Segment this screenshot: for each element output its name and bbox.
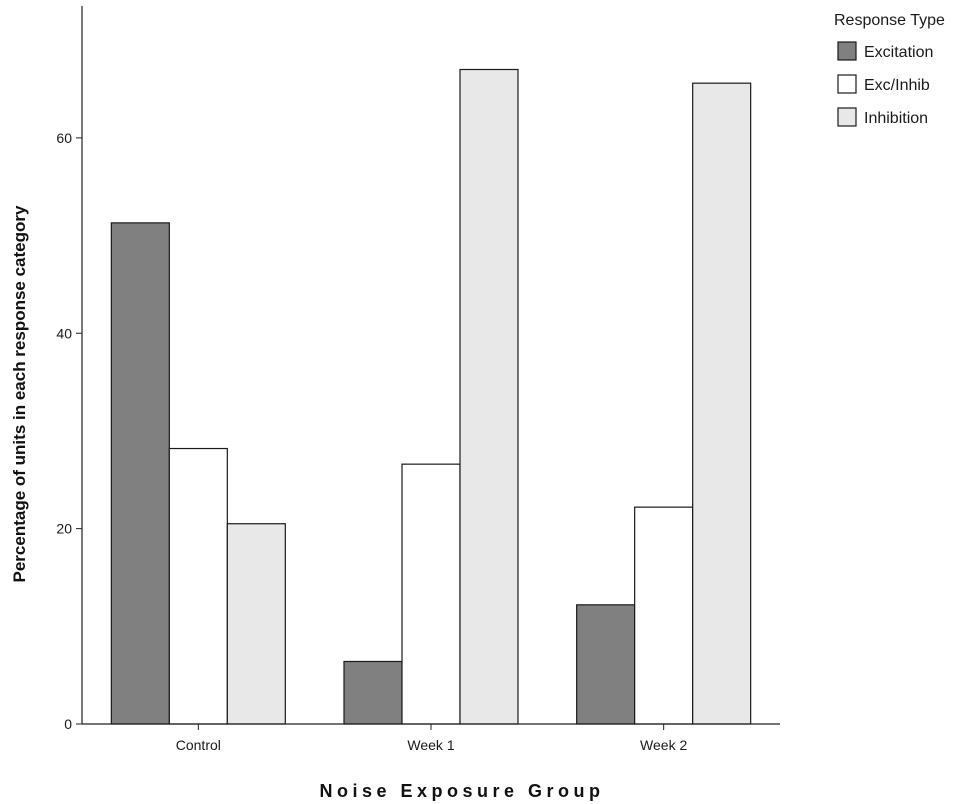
y-tick-label: 20: [56, 521, 72, 537]
bar-excitation-control: [110, 222, 170, 725]
legend-swatch: [837, 107, 857, 127]
bar-exc-inhib-week-2: [634, 506, 694, 725]
legend-label: Inhibition: [864, 110, 928, 127]
legend-label: Excitation: [864, 44, 933, 61]
bar-inhibition-week-2: [692, 82, 752, 725]
legend-swatch: [837, 41, 857, 61]
bar-exc-inhib-week-1: [401, 463, 461, 725]
x-tick-label: Control: [176, 737, 221, 753]
bar-inhibition-week-1: [459, 68, 519, 725]
bar-inhibition-control: [226, 523, 286, 725]
x-axis-title: Noise Exposure Group: [319, 781, 604, 801]
bar-excitation-week-2: [576, 604, 636, 725]
legend-title: Response Type: [834, 12, 945, 29]
bar-exc-inhib-control: [168, 447, 228, 725]
legend-label: Exc/Inhib: [864, 77, 930, 94]
y-axis-title: Percentage of units in each response cat…: [10, 205, 29, 583]
y-tick-label: 0: [64, 716, 72, 732]
x-ticks-group: Control Week 1 Week 2: [176, 724, 687, 753]
legend-swatch: [837, 74, 857, 94]
x-tick-label: Week 1: [407, 737, 454, 753]
y-ticks-group: 0 20 40 60: [56, 130, 82, 732]
x-tick-label: Week 2: [640, 737, 687, 753]
bar-excitation-week-1: [343, 660, 403, 725]
y-tick-label: 60: [56, 130, 72, 146]
bars-group: [110, 68, 752, 725]
y-tick-label: 40: [56, 325, 72, 341]
legend: Response Type Excitation Exc/Inhib Inhibit…: [834, 12, 945, 127]
legend-items: Excitation Exc/Inhib Inhibition: [837, 41, 933, 127]
